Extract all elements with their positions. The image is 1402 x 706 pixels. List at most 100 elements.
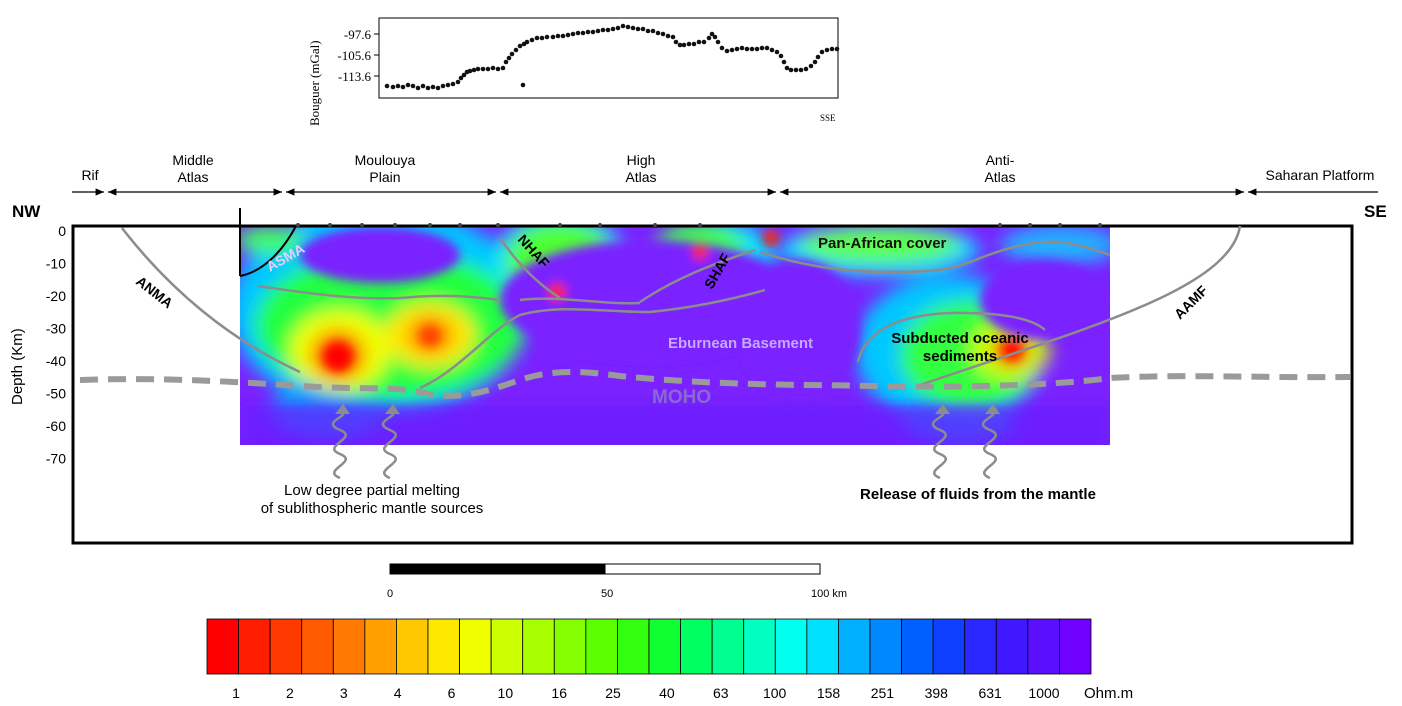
- bouguer-point: [435, 85, 441, 91]
- annotation-fluids: Release of fluids from the mantle: [860, 486, 1096, 503]
- station-markers: [296, 223, 1102, 227]
- bouguer-point: [798, 67, 804, 73]
- bouguer-point: [759, 45, 765, 51]
- bouguer-point: [440, 83, 446, 89]
- colorbar-cell: [648, 618, 681, 675]
- colorbar-tick-label: 25: [605, 685, 621, 701]
- bouguer-point: [824, 47, 830, 53]
- depth-tick-label: -20: [46, 288, 66, 304]
- bouguer-point: [539, 35, 545, 41]
- region-moulouya-plain: Moulouya Plain: [355, 152, 416, 185]
- bouguer-point: [754, 46, 760, 52]
- bouguer-panel: Bouguer (mGal) -97.6 -105.6 -113.6 SSE: [307, 17, 840, 126]
- colorbar-tick-label: 4: [394, 685, 402, 701]
- moulouya-upper-boundary: [257, 284, 501, 302]
- bouguer-point: [580, 30, 586, 36]
- bouguer-point: [405, 82, 411, 88]
- colorbar-tick-label: 6: [448, 685, 456, 701]
- bouguer-point: [425, 85, 431, 91]
- bouguer-point: [500, 65, 506, 71]
- colorbar-cell: [490, 618, 524, 675]
- bouguer-point: [524, 39, 530, 45]
- bouguer-tick-1: -97.6: [344, 27, 372, 42]
- region-header: Rif Middle Atlas Moulouya Plain High Atlas …: [72, 152, 1378, 196]
- colorbar-cell: [932, 618, 966, 675]
- bouguer-point: [701, 39, 707, 45]
- label-aamf: AAMF: [1171, 282, 1211, 322]
- bouguer-point: [706, 35, 712, 41]
- bouguer-tick-2: -105.6: [337, 48, 371, 63]
- colorbar-tick-label: 631: [978, 685, 1002, 701]
- bouguer-point: [471, 67, 477, 73]
- bouguer-point: [781, 59, 787, 65]
- scale-label-50: 50: [601, 588, 613, 600]
- region-saharan-platform: Saharan Platform: [1266, 167, 1375, 183]
- bouguer-point: [686, 41, 692, 47]
- bouguer-point: [420, 83, 426, 89]
- bouguer-point: [829, 46, 835, 52]
- region-anti-atlas: Anti-Atlas: [984, 152, 1015, 185]
- colorbar-cell: [301, 618, 334, 675]
- bouguer-point: [764, 45, 770, 51]
- bouguer-point: [774, 49, 780, 55]
- pan-african-base: [759, 240, 1111, 274]
- bouguer-point: [834, 46, 840, 52]
- colorbar-cell: [522, 618, 555, 675]
- label-pan-african: Pan-African cover: [818, 235, 947, 252]
- depth-tick-label: -50: [46, 386, 66, 402]
- colorbar-cell: [269, 618, 303, 675]
- colorbar-cell: [617, 618, 650, 675]
- bouguer-point: [467, 68, 473, 74]
- bouguer-point: [635, 26, 641, 32]
- bouguer-point: [384, 83, 390, 89]
- bouguer-point: [544, 34, 550, 40]
- bouguer-point: [415, 85, 421, 91]
- eburnean-upper-line: [519, 297, 641, 305]
- mantle-upwelling-arrows: [331, 410, 998, 480]
- bouguer-point: [630, 25, 636, 31]
- region-high-atlas: High Atlas: [625, 152, 656, 185]
- bouguer-point: [615, 25, 621, 31]
- colorbar-cell: [995, 618, 1029, 675]
- bouguer-point: [560, 33, 566, 39]
- bouguer-point: [605, 27, 611, 33]
- bouguer-point: [480, 66, 486, 72]
- colorbar-cell: [1059, 618, 1092, 675]
- depth-tick-label: 0: [58, 223, 66, 239]
- colorbar-cell: [838, 618, 871, 675]
- bouguer-point: [513, 47, 519, 53]
- scale-bar: 0 50 100 km: [387, 563, 847, 600]
- compass-se: SE: [1364, 202, 1387, 221]
- colorbar-cell: [427, 618, 460, 675]
- colorbar-cell: [711, 618, 745, 675]
- colorbar-unit: Ohm.m: [1084, 685, 1133, 702]
- bouguer-point: [455, 79, 461, 85]
- bouguer-point: [724, 48, 730, 54]
- bouguer-point: [529, 37, 535, 43]
- bouguer-point: [645, 28, 651, 34]
- bouguer-point: [803, 66, 809, 72]
- bouguer-point: [793, 67, 799, 73]
- bouguer-point: [495, 66, 501, 72]
- colorbar-tick-label: 1000: [1028, 685, 1059, 701]
- bouguer-point: [458, 75, 464, 81]
- region-rif: Rif: [81, 167, 98, 183]
- bouguer-points: [384, 23, 840, 91]
- colorbar-cell: [364, 618, 397, 675]
- bouguer-point: [509, 51, 515, 57]
- label-eburnean: Eburnean Basement: [668, 335, 813, 352]
- bouguer-point: [673, 39, 679, 45]
- bouguer-point: [503, 59, 509, 65]
- structure-lines: [121, 225, 1242, 390]
- colorbar-tick-label: 1: [232, 685, 240, 701]
- colorbar-cell: [585, 618, 618, 675]
- aamf-fault-line: [919, 225, 1242, 387]
- bouguer-point: [620, 23, 626, 29]
- bouguer-point: [744, 46, 750, 52]
- bouguer-point: [691, 41, 697, 47]
- colorbar-cell: [901, 618, 934, 675]
- bouguer-ylabel: Bouguer (mGal): [307, 40, 322, 126]
- colorbar: 1 2 3 4 6 10 16 25 40 63 100 158 251 398 631 1000 Ohm.m: [206, 618, 1133, 702]
- bouguer-point: [395, 83, 401, 89]
